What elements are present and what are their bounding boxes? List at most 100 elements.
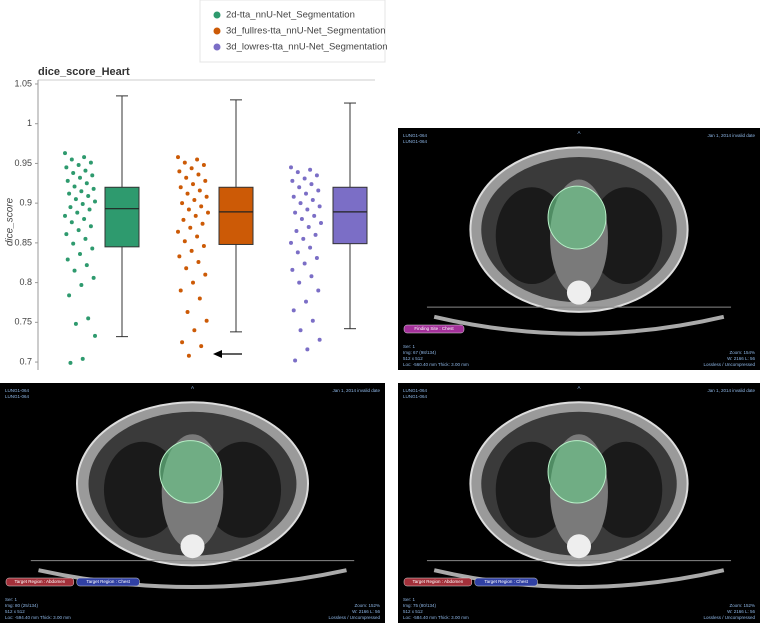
point: [182, 239, 187, 244]
point: [204, 318, 209, 323]
point: [76, 163, 81, 168]
point: [75, 210, 80, 215]
region-tag: [76, 577, 140, 587]
scan-id: LUNG1-064: [403, 388, 428, 393]
point: [199, 204, 204, 209]
point: [87, 207, 92, 212]
point: [308, 167, 313, 172]
point: [206, 210, 210, 215]
point: [73, 197, 78, 202]
scan-info: W: 2166 L: 56: [352, 609, 380, 614]
point: [84, 181, 89, 186]
orientation-marker: A: [191, 385, 194, 390]
point: [298, 201, 303, 206]
scan-id: LUNG1-064: [5, 388, 30, 393]
point: [191, 182, 195, 187]
y-tick-label: 0.95: [14, 158, 32, 168]
point: [79, 189, 84, 194]
point: [86, 316, 91, 321]
point: [93, 199, 97, 204]
lung-right: [589, 187, 663, 285]
region-tag-label: Target Region : Abdomen: [15, 579, 66, 584]
point: [309, 274, 314, 279]
scan-date: Jan 1, 2014 invalid date: [707, 388, 755, 393]
point: [319, 221, 323, 226]
point: [312, 213, 317, 218]
point: [203, 178, 208, 183]
region-tag: [474, 577, 538, 587]
region-tag: [403, 324, 465, 334]
point: [90, 173, 95, 178]
point: [301, 236, 306, 241]
legend-marker: [213, 11, 221, 19]
chart-title: dice_score_Heart: [38, 66, 130, 78]
scan-table: [433, 314, 725, 336]
point: [290, 267, 295, 272]
scan-info: Loc: -594.40 mm Thick: 3.00 mm: [5, 615, 71, 620]
point: [176, 155, 180, 160]
point: [178, 185, 183, 190]
region-tag: [403, 577, 473, 587]
legend-marker: [213, 43, 221, 51]
point: [91, 186, 96, 191]
point: [201, 244, 206, 249]
scan-info: Img: 80 (25/134): [5, 603, 39, 608]
scan-info: 512 x 512: [403, 356, 423, 361]
scan-info: Loc: -584.40 mm Thick: 3.00 mm: [403, 615, 469, 620]
point: [197, 296, 202, 301]
point: [68, 360, 73, 365]
region-tag-label: Target Region : Abdomen: [413, 579, 464, 584]
point: [177, 169, 182, 174]
point: [67, 293, 72, 298]
scan-info: Lossless / Uncompressed: [703, 362, 755, 367]
point: [195, 157, 200, 162]
point: [297, 280, 302, 285]
point: [180, 340, 185, 345]
point: [186, 207, 191, 212]
heart-segmentation: [159, 440, 222, 504]
scan-info: Img: 75 (80/134): [403, 603, 437, 608]
point: [197, 188, 202, 193]
point: [313, 232, 318, 237]
point: [180, 201, 185, 206]
point: [295, 250, 300, 255]
point: [204, 194, 209, 199]
point: [186, 353, 191, 358]
scan-info: Zoom: 154%: [729, 350, 755, 355]
scan-id: LUNG1-064: [403, 139, 428, 144]
annotation-arrow: [213, 350, 242, 358]
point: [191, 280, 195, 285]
point: [185, 310, 190, 314]
spine: [567, 534, 591, 559]
point: [295, 170, 300, 175]
spine: [566, 280, 592, 305]
point: [298, 328, 303, 333]
scan-date: Jan 1, 2014 invalid date: [332, 388, 380, 393]
point: [199, 344, 204, 349]
region-tag: [5, 577, 75, 587]
point: [82, 155, 87, 160]
legend-label: 3d_fullres-tta_nnU-Net_Segmentation: [226, 26, 385, 37]
point: [294, 228, 299, 233]
y-tick-label: 0.85: [14, 237, 32, 247]
point: [299, 217, 304, 222]
point: [181, 217, 186, 222]
point: [291, 308, 296, 313]
region-tag-label: Finding Site : Chest: [414, 326, 454, 331]
point: [297, 185, 302, 190]
point: [68, 205, 73, 210]
point: [188, 225, 193, 230]
heart-segmentation: [547, 440, 607, 504]
point: [293, 210, 298, 215]
point: [189, 166, 194, 171]
point: [86, 194, 91, 198]
legend-label: 3d_lowres-tta_nnU-Net_Segmentation: [226, 42, 388, 53]
orientation-marker: A: [577, 385, 580, 390]
point: [317, 204, 322, 209]
point: [304, 191, 308, 196]
point: [80, 201, 85, 206]
y-tick-label: 1: [27, 118, 32, 128]
lung-right: [589, 441, 663, 538]
point: [90, 246, 95, 251]
